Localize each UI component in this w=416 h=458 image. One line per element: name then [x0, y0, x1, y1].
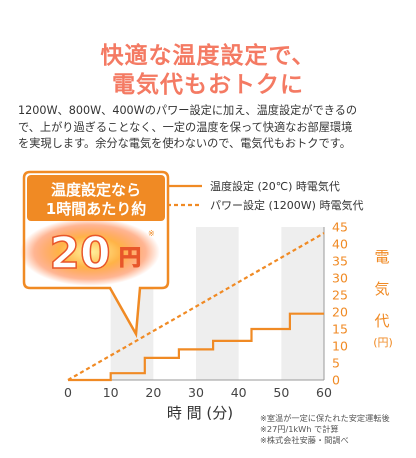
y-tick-label: 5	[332, 356, 340, 371]
description: 1200W、800W、400Wのパワー設定に加え、温度設定ができるの で、上がり…	[18, 103, 408, 153]
footnote: ※株式会社安藤・間調べ	[260, 434, 349, 445]
bubble-header	[27, 175, 165, 221]
legend-label: パワー設定 (1200W) 時電気代	[210, 198, 363, 212]
y-tick-label: 45	[332, 220, 348, 235]
y-axis-title-char: 電	[374, 248, 389, 266]
x-tick-label: 60	[316, 385, 332, 400]
y-axis-title-char: 気	[374, 280, 389, 298]
y-tick-label: 0	[332, 373, 340, 388]
x-tick-label: 30	[188, 385, 204, 400]
footnote: ※27円/1kWh で計算	[260, 423, 339, 434]
y-tick-label: 20	[332, 305, 348, 320]
x-tick-label: 50	[273, 385, 289, 400]
power-setting-line	[67, 232, 325, 381]
grid-stripe	[281, 227, 324, 380]
x-axis-title: 時 間 (分)	[167, 404, 233, 422]
x-tick-label: 40	[231, 385, 247, 400]
bubble-asterisk: ※	[148, 229, 155, 238]
x-tick-label: 10	[103, 385, 119, 400]
legend-label: 温度設定 (20℃) 時電気代	[210, 179, 340, 193]
bubble-line-2: 1時間あたり約	[46, 200, 146, 218]
x-tick-label: 0	[64, 385, 72, 400]
y-tick-label: 40	[332, 237, 348, 252]
headline-line-1: 快適な温度設定で、	[100, 43, 316, 69]
footnotes: ※室温が一定に保たれた安定運転後 ※27円/1kWh で計算 ※株式会社安藤・間…	[260, 413, 416, 445]
description-line: で、上がり過ぎることなく、一定の温度を保って快適なお部屋環境	[18, 120, 353, 134]
y-tick-label: 15	[332, 322, 348, 337]
y-tick-label: 10	[332, 339, 348, 354]
description-line: 1200W、800W、400Wのパワー設定に加え、温度設定ができるの	[18, 104, 358, 117]
footnote: ※室温が一定に保たれた安定運転後	[260, 413, 390, 423]
y-tick-label: 25	[332, 288, 348, 303]
bubble-line-1: 温度設定なら	[51, 181, 141, 199]
y-axis-unit: (円)	[373, 336, 393, 349]
y-axis-title-char: 代	[374, 312, 389, 330]
price-bubble: 温度設定なら 1時間あたり約 20 円 ※	[20, 170, 170, 339]
y-tick-label: 35	[332, 254, 348, 269]
bubble-amount: 20	[49, 228, 110, 279]
y-tick-label: 30	[332, 271, 348, 286]
temperature-setting-line	[68, 312, 324, 382]
headline-line-2: 電気代もおトクに	[112, 72, 304, 98]
x-tick-label: 20	[145, 385, 161, 400]
amount-glow	[20, 218, 160, 286]
bubble-unit: 円	[119, 246, 141, 271]
y-axis-title: 電気代 (円)	[373, 248, 393, 349]
description-line: を実現します。余分な電気を使わないので、電気代もおトクです。	[18, 137, 351, 150]
